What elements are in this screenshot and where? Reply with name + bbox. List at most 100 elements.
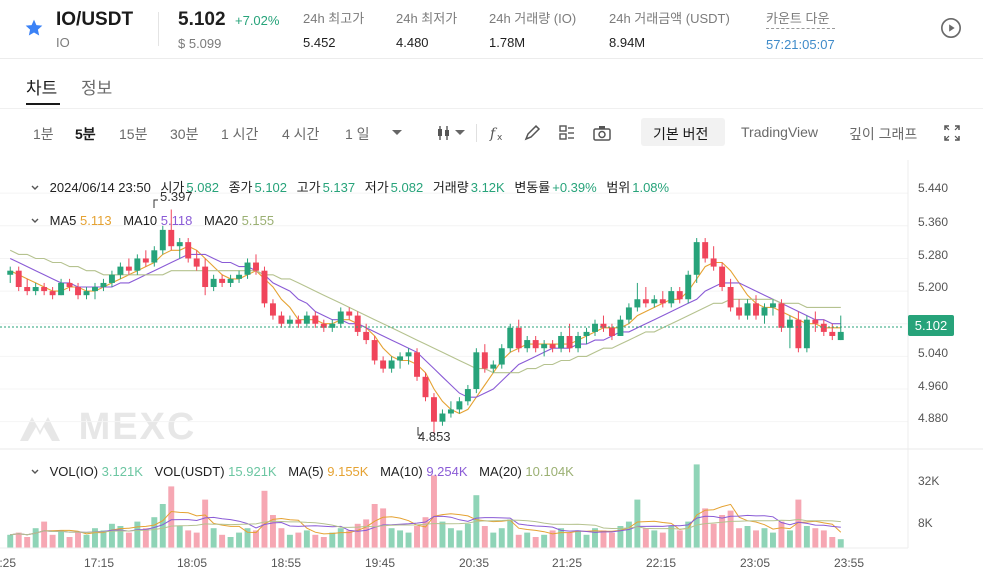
candle-body [744,303,751,316]
candle-body [473,352,480,390]
stat-label: 24h 거래량 (IO) [489,11,577,26]
candle-body [193,258,200,267]
candle-body [286,319,293,324]
volume-bar [795,499,802,548]
volume-value: 3.12K [470,180,505,195]
base-asset: IO [56,35,70,50]
time-tick: 23:55 [834,556,865,570]
collapse-chevron-icon[interactable] [30,466,40,476]
timeframe-15m[interactable]: 15분 [119,126,148,142]
volume-bar [549,530,556,548]
low-value: 5.082 [390,180,424,195]
candle-body [24,287,31,292]
candle-body [227,278,234,283]
volume-bar [456,530,463,548]
dropdown-icon[interactable] [390,125,404,139]
volume-bar [769,532,776,548]
vol-ma5-label: MA(5) [288,464,324,479]
countdown-value: 57:21:05:07 [766,37,835,52]
tab-info[interactable]: 정보 [81,79,113,98]
basic-version-button[interactable]: 기본 버전 [641,118,725,146]
layout-icon[interactable] [557,123,577,143]
chevron-down-icon[interactable] [454,125,466,139]
favorite-star-icon[interactable] [24,18,44,38]
stat-value: 1.78M [489,35,526,50]
volume-bar [7,534,14,548]
candle-body [575,335,582,349]
volume-bar [753,530,759,548]
candle-body [210,278,217,288]
stat-label: 24h 최저가 [396,11,458,26]
kline-chart[interactable]: MEXC 5.397 4.853 2024/06/14 23:50 시가 5.08… [0,160,983,580]
volume-label: 거래량 [432,180,469,195]
camera-icon[interactable] [592,123,612,143]
volume-bar [761,528,768,548]
volume-bar [371,504,378,548]
volume-bar [363,519,370,548]
volume-bar [524,532,531,548]
timeframe-5m[interactable]: 5분 [75,126,96,142]
draw-pencil-icon[interactable] [522,123,542,143]
candle-body [159,229,166,251]
volume-bar [481,526,488,548]
tradingview-button[interactable]: TradingView [741,124,819,140]
candle-body [253,262,259,271]
candle-body [524,340,531,349]
volume-bar [736,528,743,548]
trading-pair[interactable]: IO/USDT [56,9,134,30]
volume-bar [286,534,293,548]
last-price: 5.102 [178,9,226,30]
volume-bar [693,464,700,548]
collapse-chevron-icon[interactable] [30,182,40,192]
candle-body [608,327,615,336]
volume-bar [58,530,65,548]
candle-body [753,303,759,316]
timeframe-30m[interactable]: 30분 [170,126,199,142]
time-tick: 18:25 [0,556,17,570]
volume-bar [608,532,615,548]
timeframe-1d[interactable]: 1 일 [345,126,370,142]
candle-body [490,364,497,369]
volume-ma20-line [10,518,841,536]
volume-bar [719,515,726,548]
volume-bar [253,530,259,548]
ma5-line [9,245,841,415]
volume-bar [24,537,31,548]
depth-chart-button[interactable]: 깊이 그래프 [849,126,918,142]
candle-body [83,291,90,296]
stat-countdown[interactable]: 카운트 다운 57:21:05:07 [766,8,835,52]
timeframe-1m[interactable]: 1분 [33,126,54,142]
candle-body [320,323,327,328]
timeframe-1h[interactable]: 1 시간 [221,126,259,142]
chart-canvas[interactable] [0,160,983,580]
candle-body [829,331,836,336]
market-header: IO/USDT IO 5.102 +7.02% $ 5.099 24h 최고가 … [0,0,983,59]
candle-type-icon[interactable] [434,123,454,143]
chart-toolbar: 1분 5분 15분 30분 1 시간 4 시간 1 일 f x [0,108,983,157]
volume-bar [464,523,471,548]
high-marker [153,199,158,208]
stat-24h-high: 24h 최고가 5.452 [303,8,364,50]
volume-bar [303,530,310,548]
candle-body [125,266,132,271]
volume-bar [837,539,844,548]
vol-usdt-value: 15.921K [228,464,277,479]
timeframe-4h[interactable]: 4 시간 [282,126,320,142]
price-tick: 5.040 [918,346,949,360]
indicator-fx-icon[interactable]: f x [488,123,508,143]
volume-bar [668,526,675,548]
price-tick: 5.280 [918,248,949,262]
volume-bar [168,486,175,548]
candle-body [786,319,793,328]
stat-label: 24h 거래금액 (USDT) [609,11,730,26]
candle-body [541,344,548,349]
volume-bar [507,519,514,548]
fullscreen-icon[interactable] [943,124,961,142]
collapse-chevron-icon[interactable] [30,215,40,225]
volume-bar [685,521,692,548]
play-guide-icon[interactable] [940,17,962,39]
tab-chart[interactable]: 차트 [26,79,58,98]
svg-text:f: f [489,126,498,142]
volume-bar [566,532,573,548]
volume-bar [185,530,192,548]
